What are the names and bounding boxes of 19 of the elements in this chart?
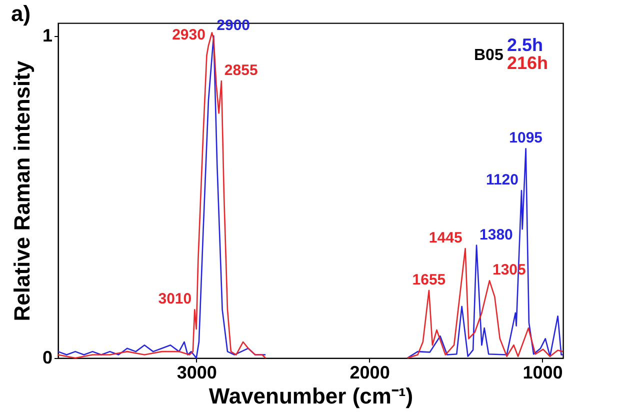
annotation: 3010 (158, 290, 192, 308)
x-tick-label: 1000 (522, 362, 563, 382)
x-axis-title: Wavenumber (cm⁻¹) (208, 384, 414, 408)
y-axis-title: Relative Raman intensity (9, 60, 34, 322)
chart-title: a) (10, 0, 31, 26)
text: 2.5h (507, 35, 544, 55)
annotation: 2855 (224, 62, 258, 79)
y-tick-label: 0 (42, 348, 52, 368)
annotation: 1380 (480, 226, 513, 244)
y-tick-label: 1 (42, 25, 52, 46)
annotation: 2930 (172, 26, 206, 44)
x-tick-label: 3000 (176, 362, 217, 382)
legend-title: B05 (474, 47, 504, 64)
text: 216h (507, 53, 548, 73)
annotation: 1120 (486, 172, 518, 188)
annotation: 1095 (509, 130, 543, 147)
annotation: 1445 (428, 229, 462, 246)
x-tick-label: 2000 (350, 362, 390, 382)
annotation: 1655 (412, 271, 446, 288)
